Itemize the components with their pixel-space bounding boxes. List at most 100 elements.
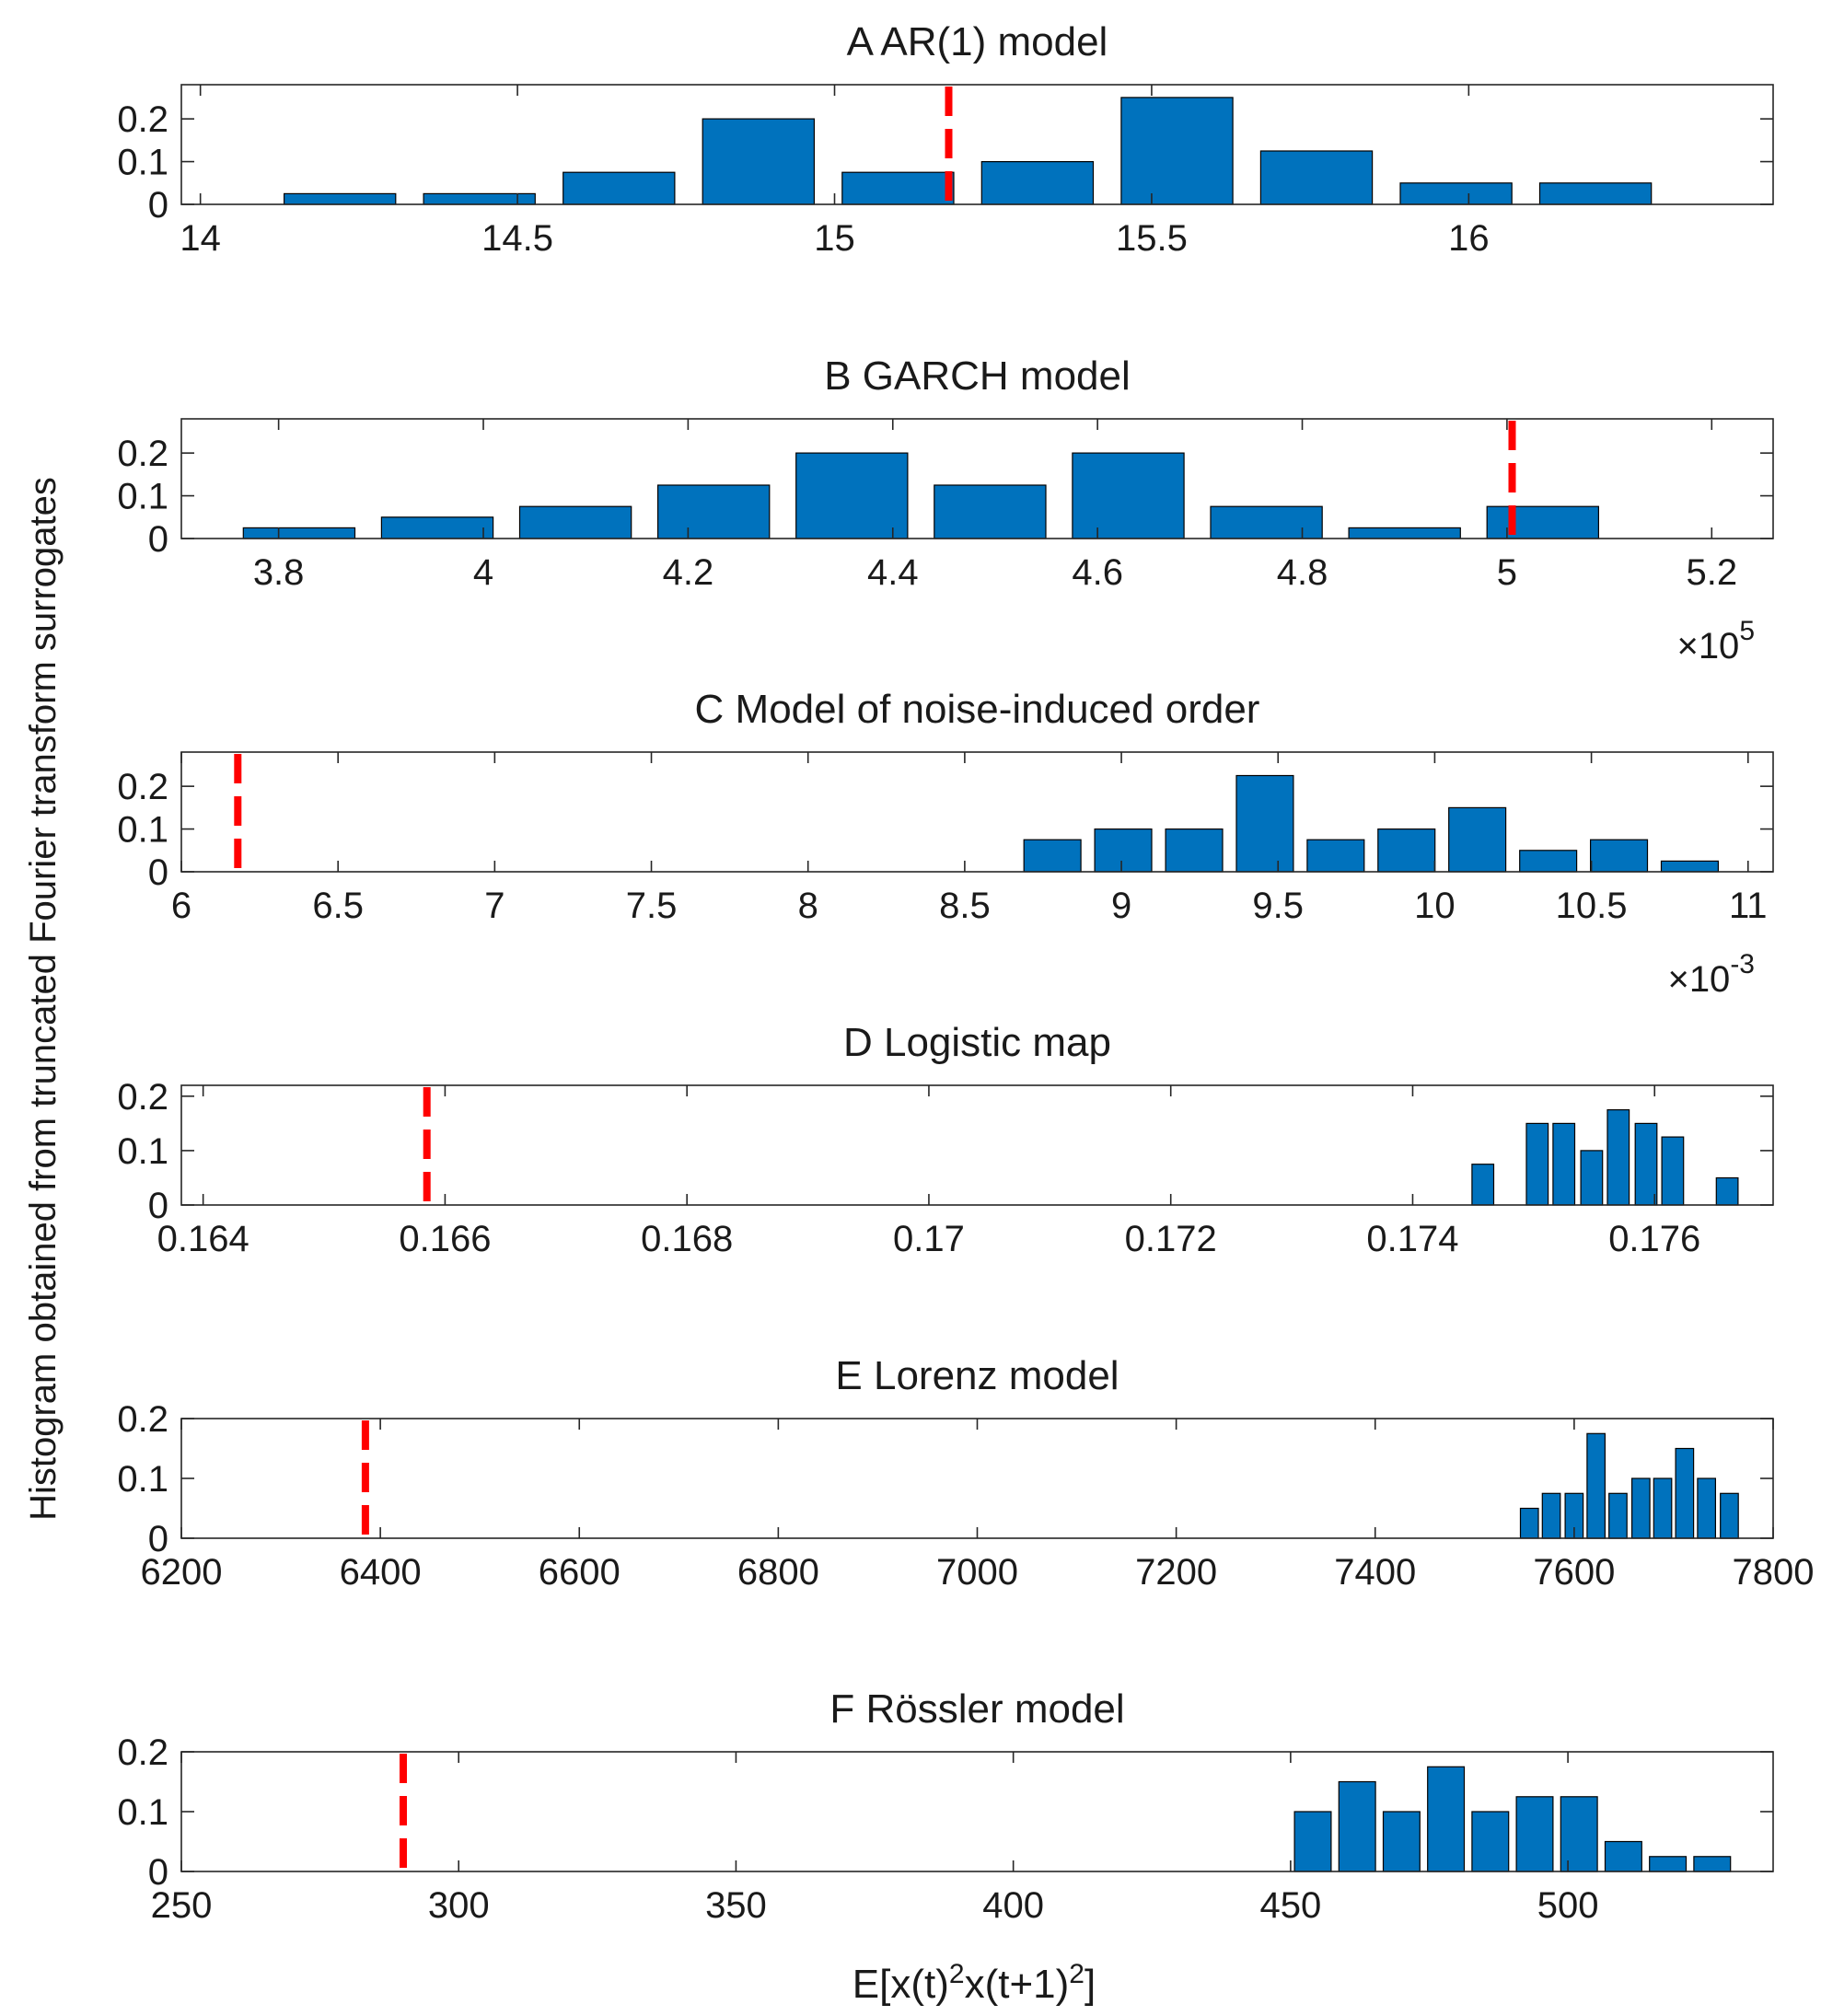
panel-d-bar	[1525, 1122, 1549, 1206]
panel-a-axes	[180, 84, 1774, 205]
panel-d-bar	[1606, 1108, 1630, 1206]
panel-c-xtick-label: 6	[171, 886, 191, 926]
panel-b-xtick-label: 4.6	[1072, 552, 1123, 593]
panel-c-axes	[180, 751, 1774, 873]
panel-e-bar	[1519, 1507, 1539, 1539]
panel-f-xtick-label: 300	[428, 1885, 490, 1926]
panel-a-bar	[702, 118, 816, 205]
panel-a-xtick-label: 14.5	[481, 218, 553, 259]
panel-b-ytick-label: 0.1	[117, 477, 168, 517]
figure-xlabel: E[x(t)2x(t+1)2]	[853, 1959, 1096, 2007]
panel-b-axes	[180, 418, 1774, 539]
panel-e-bar	[1675, 1447, 1695, 1539]
panel-c-ytick-label: 0.2	[117, 767, 168, 807]
panel-c-xtick-label: 9.5	[1252, 886, 1304, 926]
panel-c-bar	[1448, 806, 1507, 873]
panel-d-bar	[1552, 1122, 1576, 1206]
panel-c-bar	[1589, 839, 1649, 873]
panel-c-ytick-label: 0	[148, 852, 168, 893]
panel-e-ytick-label: 0	[148, 1519, 168, 1559]
panel-c-xtick-label: 7.5	[626, 886, 678, 926]
panel-d-xtick-label: 0.166	[399, 1219, 491, 1259]
panel-b-xtick-label: 4.8	[1277, 552, 1328, 593]
panel-f-xtick-label: 350	[705, 1885, 767, 1926]
panel-c-xtick-label: 11	[1729, 886, 1768, 926]
panel-d-ytick-label: 0	[148, 1186, 168, 1226]
panel-c-bar	[1094, 828, 1153, 873]
panel-d-bar	[1661, 1136, 1685, 1206]
panel-b: B GARCH model 3.8 4 4.2 4.4 4.6 4.8 5 5.2 00.10.2…	[117, 353, 1774, 666]
panel-a-bar	[1538, 182, 1653, 205]
panel-a-ytick-label: 0.2	[117, 99, 168, 140]
panel-f-xtick-label: 250	[151, 1885, 213, 1926]
panel-c-bar	[1165, 828, 1224, 873]
panel-f-bar	[1604, 1840, 1642, 1872]
panel-d-xtick-label: 0.176	[1608, 1219, 1700, 1259]
panel-c-xtick-label: 6.5	[312, 886, 364, 926]
panel-a-bar	[980, 161, 1095, 205]
panel-b-ytick-label: 0	[148, 519, 168, 560]
panel-c-bar	[1377, 828, 1436, 873]
panel-e-bar	[1720, 1492, 1739, 1539]
panel-a-bar	[1120, 97, 1234, 205]
panel-b-bar	[242, 527, 356, 539]
panel-b-bar	[1210, 505, 1323, 539]
panel-c-multiplier: ×10-3	[1667, 949, 1755, 1000]
panel-d-xtick-label: 0.168	[641, 1219, 733, 1259]
panel-e-xtick-label: 7000	[936, 1552, 1018, 1593]
panel-b-multiplier: ×105	[1676, 616, 1755, 666]
panel-e-ytick-label: 0.1	[117, 1459, 168, 1500]
panel-d-xtick-label: 0.172	[1125, 1219, 1217, 1259]
panel-a-ytick-label: 0	[148, 185, 168, 226]
panel-b-bar	[518, 505, 632, 539]
panel-c-bar	[1235, 774, 1294, 873]
panel-b-bar	[1486, 505, 1599, 539]
panel-c-ytick-label: 0.1	[117, 810, 168, 851]
panel-c-xtick-label: 8.5	[939, 886, 991, 926]
panel-a-ytick-label: 0.1	[117, 143, 168, 183]
figure-ylabel: Histogram obtained from truncated Fourie…	[23, 477, 64, 1521]
panel-d-ytick-label: 0.1	[117, 1131, 168, 1172]
panel-d-xtick-label: 0.164	[157, 1219, 249, 1259]
panel-b-bar	[1072, 452, 1185, 539]
panel-f-bar	[1382, 1811, 1421, 1872]
panel-d-axes	[180, 1084, 1774, 1206]
panel-b-bar	[1348, 527, 1461, 539]
panel-f-xtick-label: 500	[1537, 1885, 1599, 1926]
panel-e-xtick-label: 6400	[340, 1552, 422, 1593]
panel-b-xtick-label: 3.8	[253, 552, 305, 593]
panel-f-ytick-label: 0.1	[117, 1792, 168, 1833]
panel-e-title: E Lorenz model	[835, 1353, 1119, 1398]
panel-c-bar	[1660, 860, 1720, 873]
panel-e-bar	[1697, 1477, 1717, 1539]
panel-e-bar	[1608, 1492, 1628, 1539]
panel-b-xtick-label: 4.4	[867, 552, 919, 593]
panel-e-ytick-label: 0.2	[117, 1399, 168, 1440]
panel-f-bar	[1649, 1856, 1688, 1872]
panel-f-bar	[1693, 1856, 1732, 1872]
panel-a: A AR(1) model 14 14.5 15 15.5 16 00.10.2	[117, 19, 1774, 259]
panel-a-bar	[1259, 150, 1374, 205]
panel-e-xtick-label: 6600	[539, 1552, 621, 1593]
panel-a-title: A AR(1) model	[847, 19, 1108, 64]
panel-a-bar	[841, 171, 955, 205]
panel-f-bar	[1427, 1766, 1466, 1872]
panel-b-bar	[380, 516, 494, 539]
panel-d-bar	[1471, 1164, 1495, 1206]
panel-b-xtick-label: 4.2	[663, 552, 714, 593]
panel-b-xtick-label: 5.2	[1686, 552, 1737, 593]
panel-d: D Logistic map 0.164 0.166 0.168 0.17 0.172 0.…	[117, 1020, 1774, 1259]
panel-a-xtick-label: 14	[180, 218, 221, 259]
panel-e-xtick-label: 7800	[1733, 1552, 1815, 1593]
panel-e-xtick-label: 6800	[737, 1552, 819, 1593]
panel-c-xtick-label: 7	[484, 886, 505, 926]
panel-c-xtick-label: 8	[798, 886, 818, 926]
panel-c: C Model of noise-induced order 6 6.5 7 7.5 8 8…	[117, 687, 1774, 1000]
panel-d-bar	[1634, 1122, 1658, 1206]
panel-e-bar	[1653, 1477, 1673, 1539]
panel-e-xtick-label: 7600	[1533, 1552, 1615, 1593]
panel-a-bar	[284, 192, 397, 205]
panel-a-bar	[423, 192, 536, 205]
panel-f-bar	[1560, 1796, 1598, 1872]
